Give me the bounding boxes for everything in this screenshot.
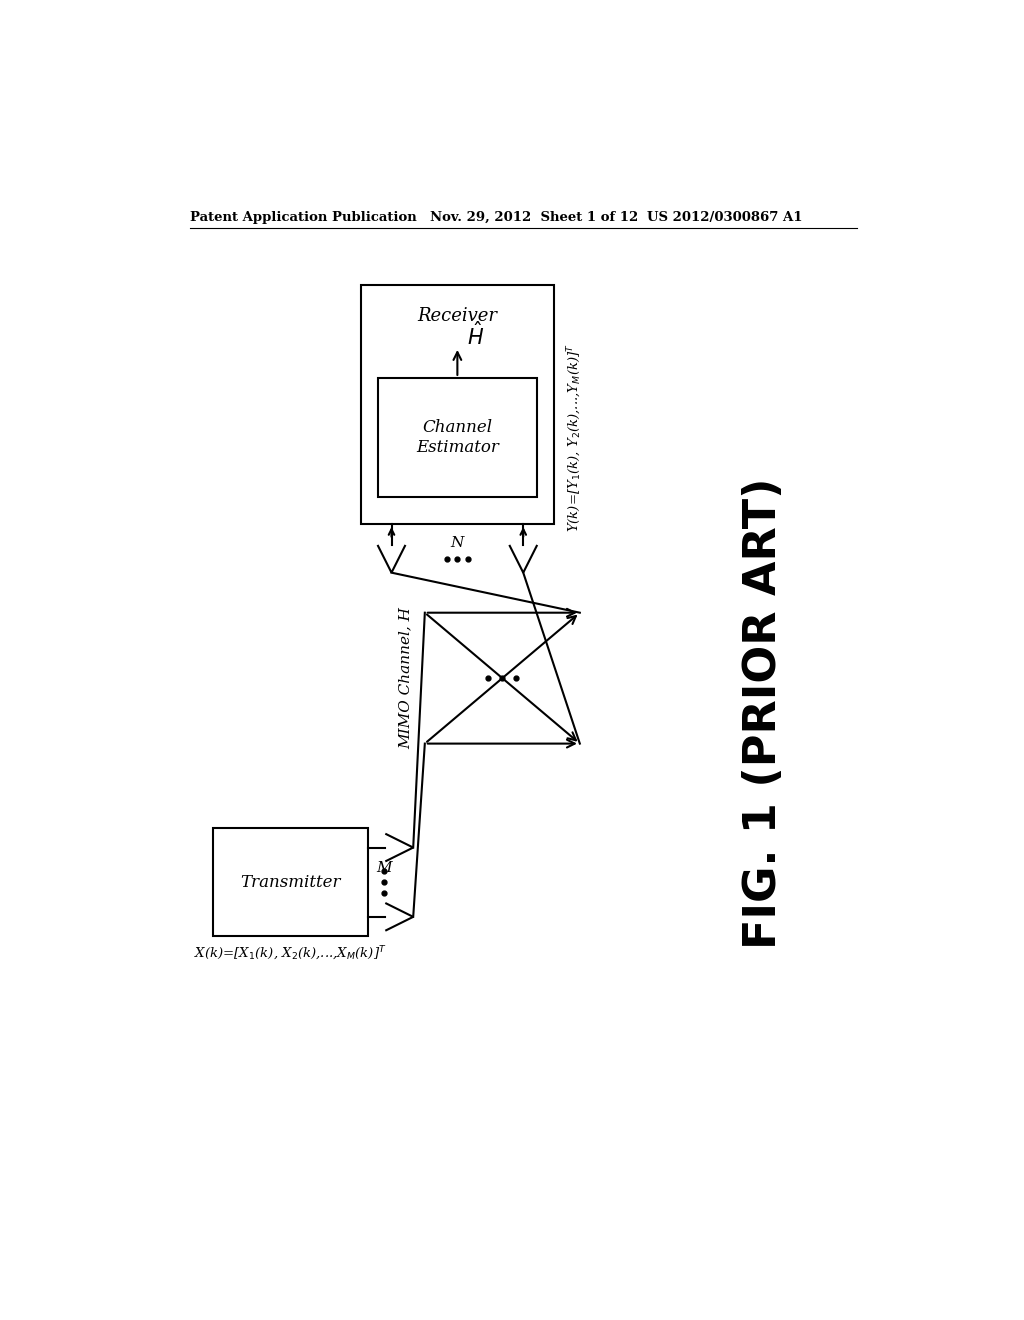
Text: Patent Application Publication: Patent Application Publication xyxy=(190,211,417,224)
Text: Channel
Estimator: Channel Estimator xyxy=(416,420,499,455)
Text: $\hat{H}$: $\hat{H}$ xyxy=(467,322,483,350)
Text: Y(k)=[Y$_1$(k), Y$_2$(k),...,Y$_M$(k)]$^T$: Y(k)=[Y$_1$(k), Y$_2$(k),...,Y$_M$(k)]$^… xyxy=(566,343,584,532)
Text: M: M xyxy=(376,862,391,875)
Text: FIG. 1 (PRIOR ART): FIG. 1 (PRIOR ART) xyxy=(742,477,785,949)
Text: MIMO Channel, H: MIMO Channel, H xyxy=(398,607,413,748)
Text: N: N xyxy=(451,536,464,549)
Text: Transmitter: Transmitter xyxy=(241,874,341,891)
Text: Receiver: Receiver xyxy=(418,308,498,325)
Text: Nov. 29, 2012  Sheet 1 of 12: Nov. 29, 2012 Sheet 1 of 12 xyxy=(430,211,639,224)
Bar xyxy=(360,285,554,524)
Bar xyxy=(213,829,369,936)
Text: X(k)=[X$_1$(k), X$_2$(k),...,X$_M$(k)]$^T$: X(k)=[X$_1$(k), X$_2$(k),...,X$_M$(k)]$^… xyxy=(195,945,387,964)
Text: US 2012/0300867 A1: US 2012/0300867 A1 xyxy=(647,211,803,224)
Bar xyxy=(378,378,538,498)
